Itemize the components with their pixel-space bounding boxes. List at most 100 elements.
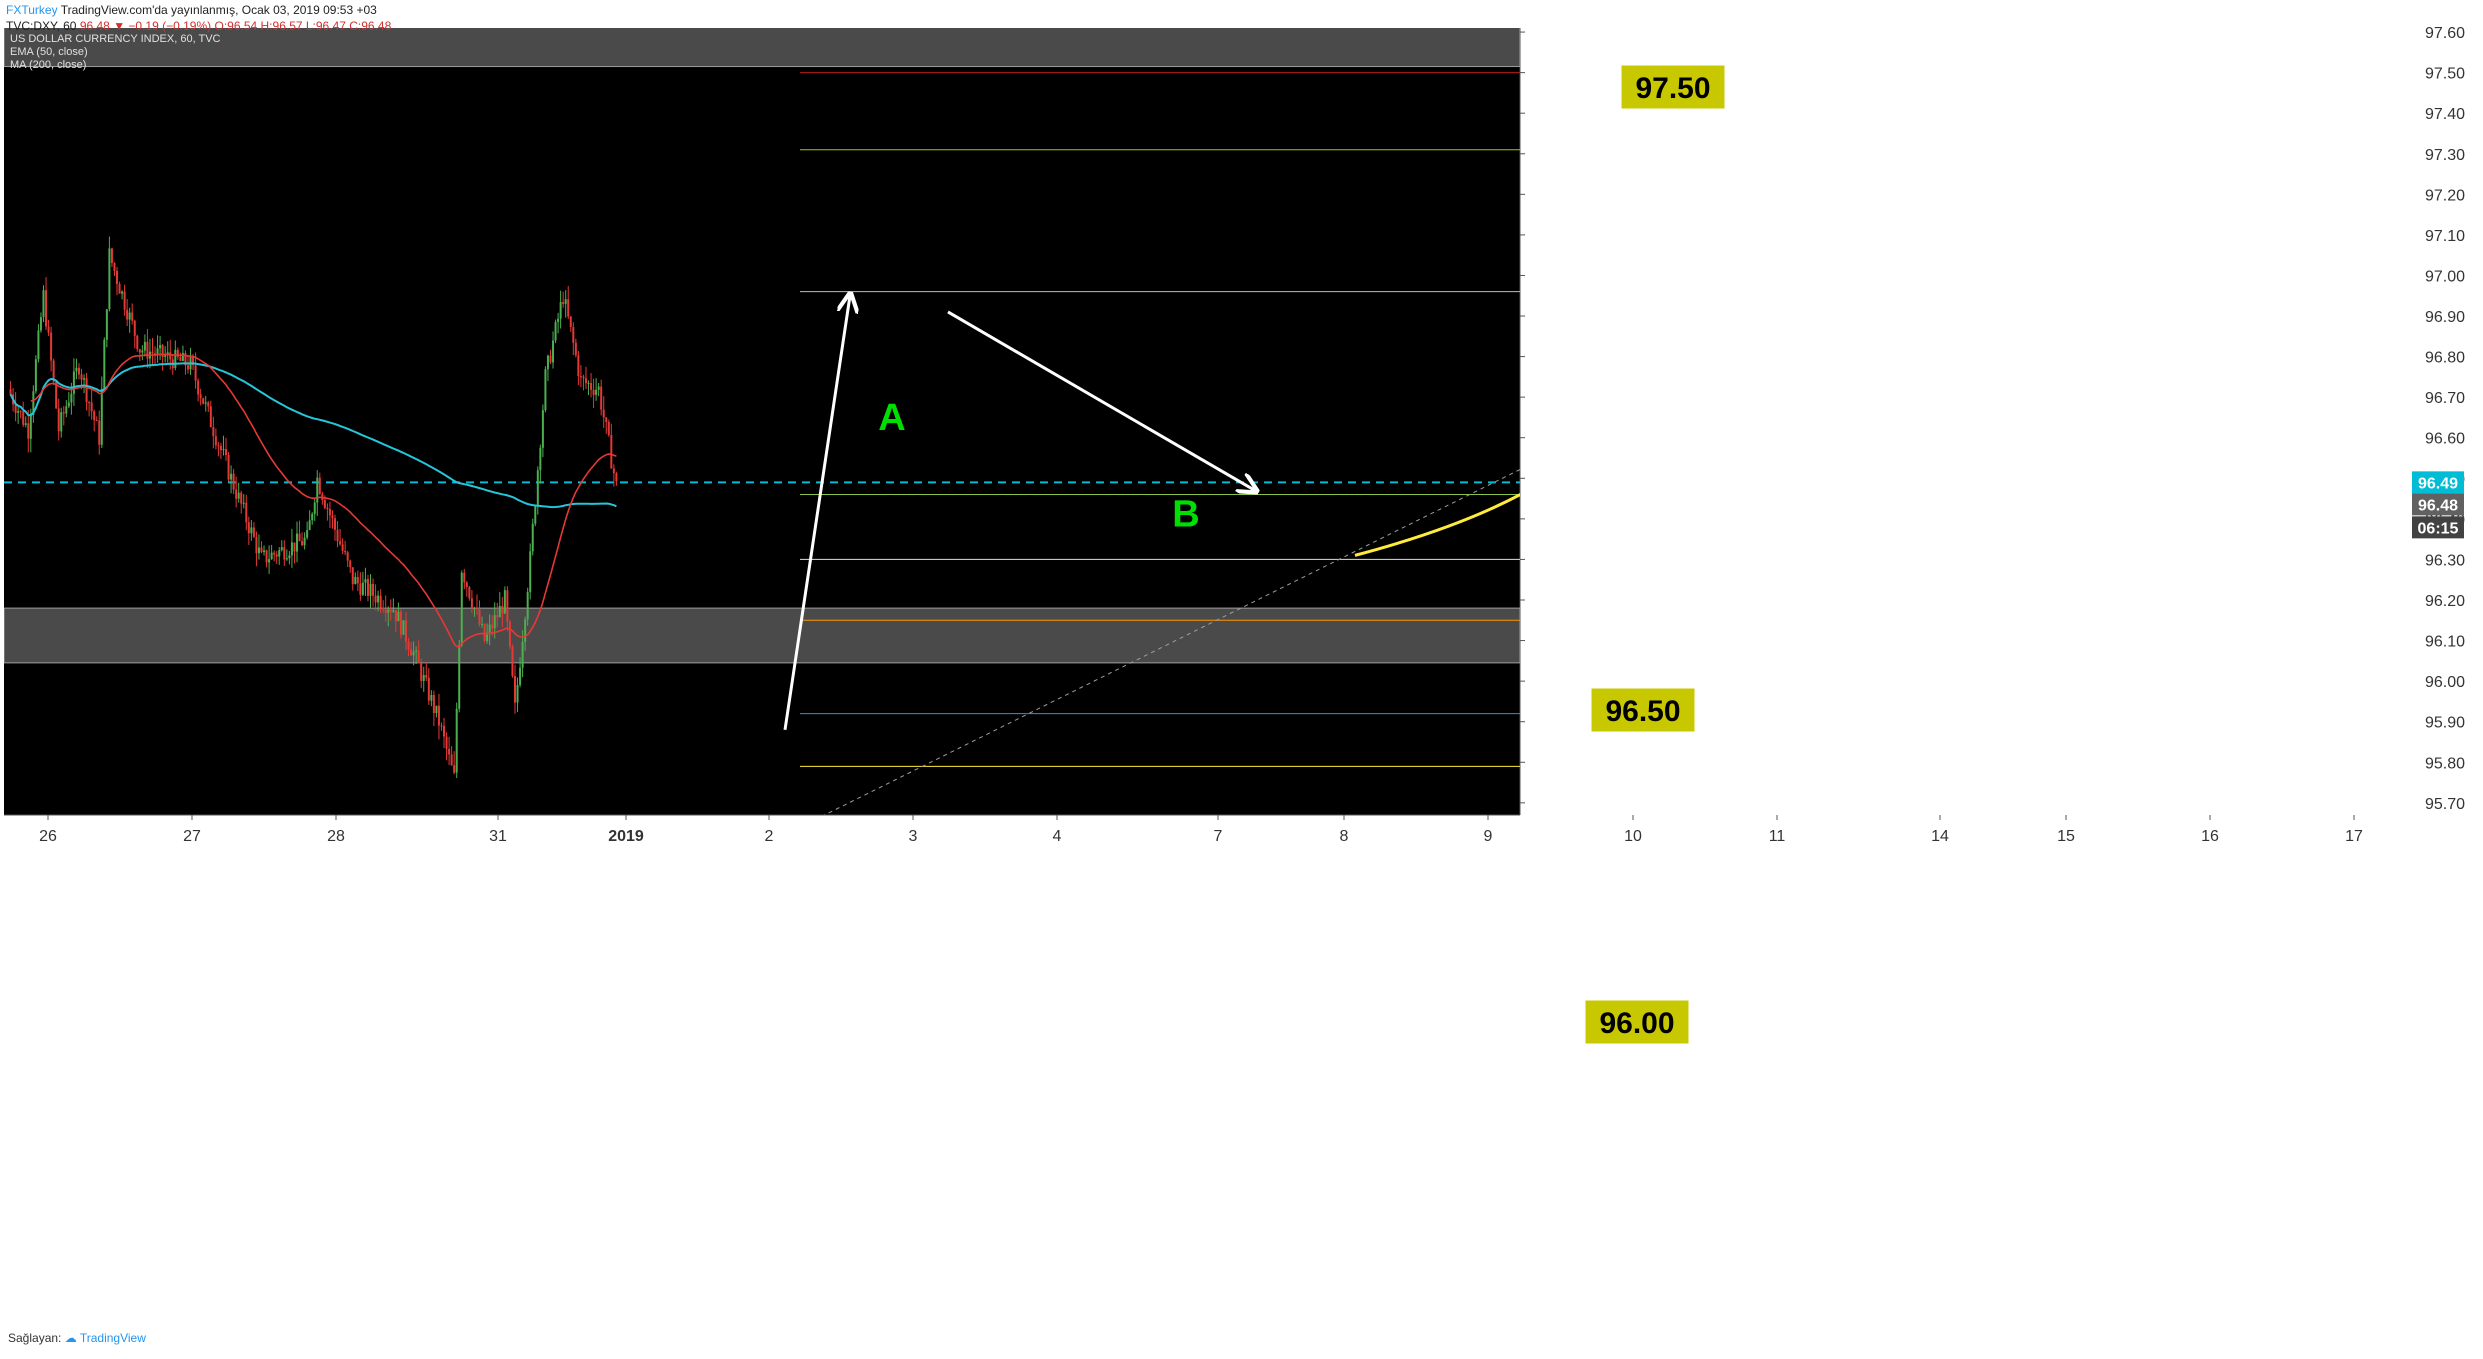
candle (552, 331, 555, 369)
candle-body (508, 621, 511, 647)
callout-box (1590, 687, 1696, 733)
time-tick-label: 2019 (608, 828, 644, 845)
candle (450, 746, 453, 766)
candle-body (27, 423, 30, 439)
candle (19, 410, 22, 419)
candle-body (592, 389, 595, 395)
candle (222, 435, 225, 456)
candle-body (192, 356, 195, 366)
candle-body (230, 473, 233, 480)
candle (77, 363, 80, 380)
candle-body (521, 641, 524, 668)
candle (369, 574, 372, 609)
candle-body (105, 309, 108, 340)
candle-body (600, 386, 603, 410)
candle (83, 374, 86, 394)
candle-body (377, 595, 380, 603)
candle-body (225, 449, 228, 456)
candle (237, 482, 240, 503)
candle-body (382, 607, 385, 610)
price-tick-label: 96.10 (2425, 634, 2465, 651)
footer-brand[interactable]: TradingView (79, 1331, 146, 1345)
candle-body (374, 595, 377, 603)
label-b: B (1172, 494, 1199, 536)
candle-body (212, 427, 215, 437)
price-tick-label: 95.90 (2425, 715, 2465, 732)
candle (50, 326, 53, 372)
candle-body (306, 530, 309, 538)
candle (85, 373, 88, 411)
publish-info: FXTurkey TradingView.com'da yayınlanmış,… (6, 3, 377, 17)
candle (328, 501, 331, 528)
candle (498, 592, 501, 618)
candle-body (470, 598, 473, 609)
candle (354, 572, 357, 585)
candle-body (475, 607, 478, 610)
candle-body (546, 355, 549, 370)
candle-body (351, 567, 354, 585)
candle-body (602, 409, 605, 418)
candle-body (151, 351, 154, 354)
candle-body (379, 595, 382, 608)
candle (519, 657, 522, 688)
callout-pointer (1611, 106, 1634, 125)
candle (590, 373, 593, 398)
candle (615, 471, 618, 486)
candle (465, 580, 468, 597)
candle (280, 540, 283, 552)
candle (303, 532, 306, 550)
candle (587, 380, 590, 396)
candle-body (483, 624, 486, 641)
candle-body (80, 374, 83, 380)
candle-body (323, 500, 326, 508)
candle-body (45, 290, 48, 327)
candle-body (354, 576, 357, 585)
candle-body (526, 592, 529, 620)
candle-body (278, 550, 281, 557)
candle (427, 668, 430, 705)
candle (181, 345, 184, 362)
candle-body (298, 533, 301, 542)
candle-body (346, 552, 349, 561)
tradingview-icon: ☁ (64, 1331, 77, 1345)
candle (288, 551, 291, 565)
candle-body (55, 381, 58, 409)
time-tick-label: 17 (2345, 828, 2363, 845)
last-price: 96.48 (79, 19, 110, 33)
candle-body (131, 312, 134, 321)
price-tick-label: 97.50 (2425, 66, 2465, 83)
candle-body (288, 555, 291, 559)
candle-body (72, 371, 75, 394)
legend-ma: MA (200, close) (10, 59, 86, 71)
candle-body (290, 542, 293, 556)
support-zone (4, 607, 1520, 664)
candle-body (181, 352, 184, 361)
price-axis-label: 96.49 (2412, 471, 2464, 494)
time-tick-label: 11 (1769, 828, 1786, 845)
candle-body (582, 376, 585, 379)
candle (176, 347, 179, 360)
candle (39, 312, 42, 333)
candle-body (32, 391, 35, 415)
candle-body (88, 402, 91, 404)
candle (600, 379, 603, 416)
candle (422, 666, 425, 692)
candle-body (336, 529, 339, 542)
candle-body (217, 445, 220, 447)
candle-body (143, 341, 146, 351)
candle-body (77, 367, 80, 375)
candle-body (344, 550, 347, 553)
candle-body (514, 676, 516, 703)
candle-body (270, 552, 273, 560)
candle (133, 319, 136, 349)
candle-body (579, 376, 582, 378)
candle (592, 378, 595, 408)
candle-body (108, 248, 111, 310)
candle (235, 476, 238, 508)
publisher-name[interactable]: FXTurkey (6, 3, 58, 17)
candle-body (98, 420, 101, 445)
candle (113, 262, 116, 277)
